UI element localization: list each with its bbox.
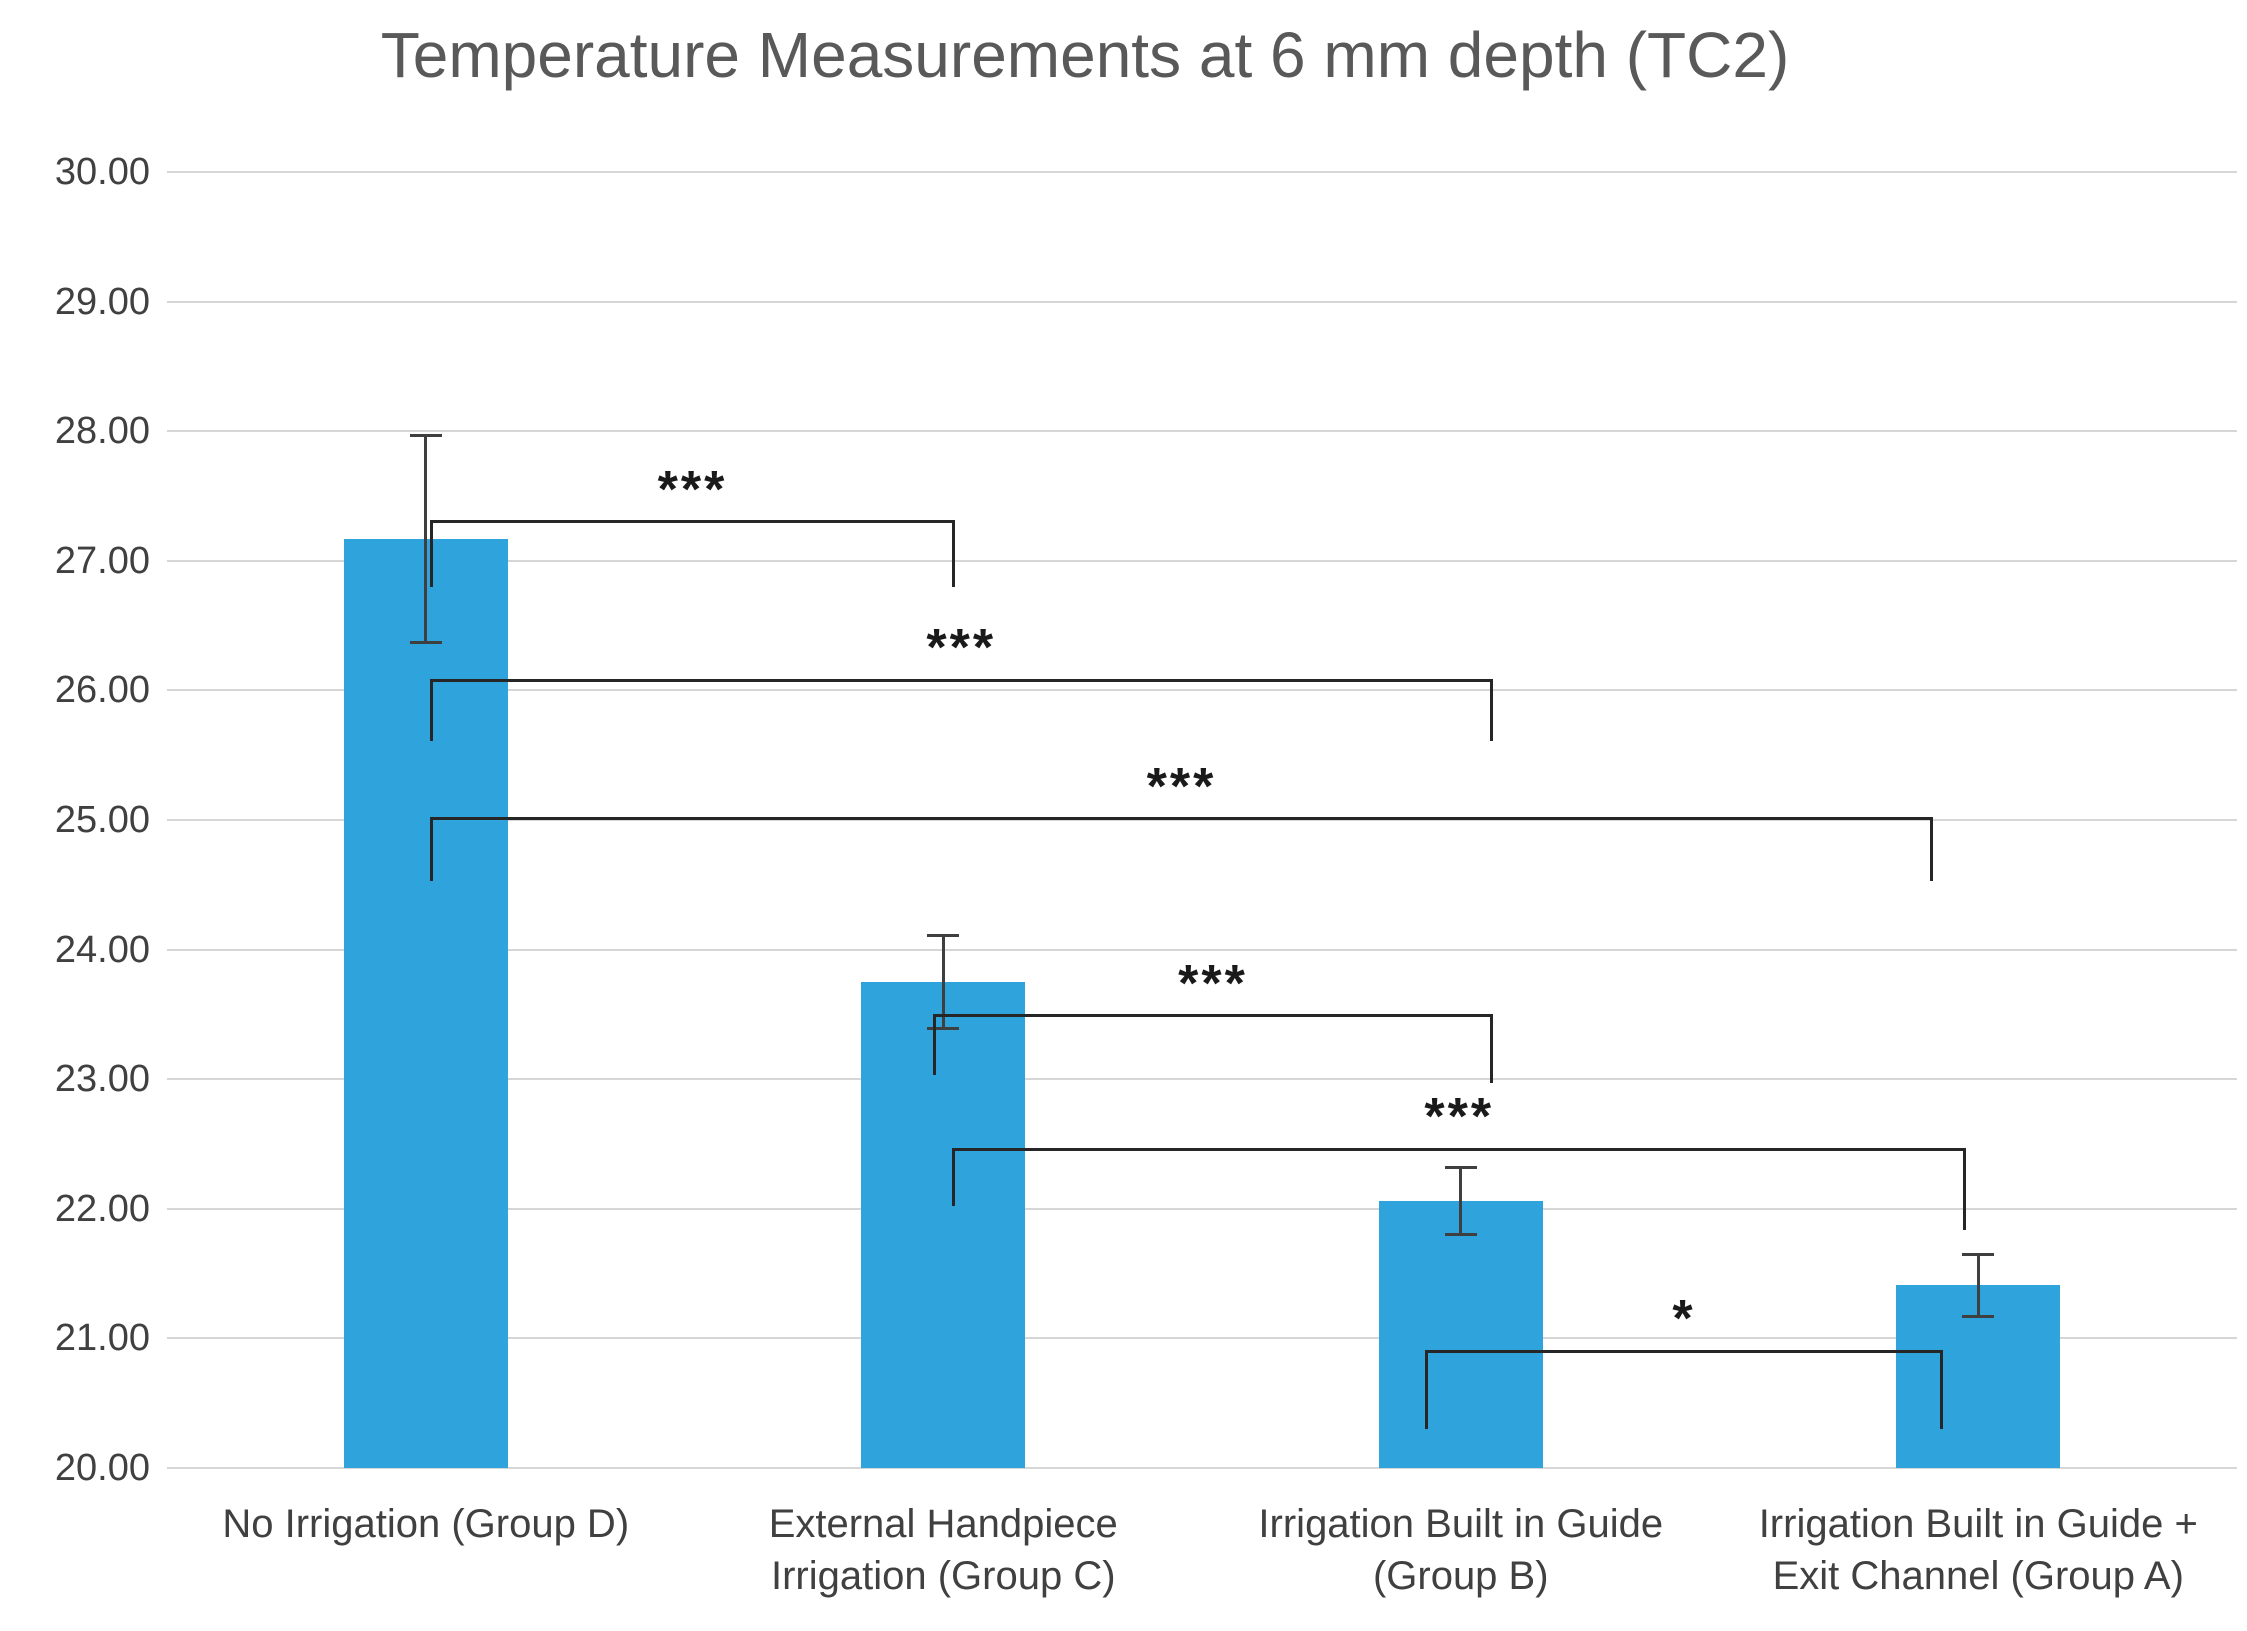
significance-label: *** (1424, 1088, 1495, 1147)
error-bar-line (1459, 1167, 1463, 1235)
error-bar-line (1976, 1254, 1980, 1317)
significance-bracket-line (429, 520, 956, 524)
chart-title: Temperature Measurements at 6 mm depth (… (380, 19, 1790, 91)
error-bar-cap-bottom (927, 1027, 960, 1031)
gridline (167, 430, 2237, 433)
significance-bracket-tick-right (952, 521, 956, 587)
significance-bracket-line (952, 1147, 1967, 1151)
significance-bracket-line (1424, 1349, 1944, 1353)
significance-label: *** (657, 460, 728, 519)
error-bar-cap-top (1962, 1252, 1995, 1256)
y-axis-tick-label: 21.00 (54, 1317, 150, 1360)
significance-label: *** (926, 619, 997, 678)
significance-bracket-tick-left (429, 521, 433, 587)
y-axis-tick-label: 29.00 (54, 280, 150, 323)
y-axis-tick-label: 24.00 (54, 928, 150, 971)
error-bar-cap-top (1444, 1165, 1477, 1169)
error-bar-cap-bottom (1444, 1233, 1477, 1237)
significance-label: *** (1146, 757, 1217, 816)
gridline (167, 948, 2237, 951)
y-axis-tick-label: 25.00 (54, 799, 150, 841)
significance-bracket-line (933, 1014, 1493, 1018)
y-axis-tick-label: 30.00 (54, 151, 150, 193)
x-axis-category-label: Irrigation Built in Guide (Group B) (1258, 1502, 1664, 1598)
y-axis-tick-label: 23.00 (54, 1058, 150, 1101)
significance-bracket-tick-left (933, 1015, 937, 1076)
bar (861, 982, 1026, 1468)
x-axis-category-label: External Handpiece Irrigation (Group C) (768, 1502, 1118, 1598)
y-axis-tick-label: 28.00 (54, 410, 150, 453)
significance-label: *** (1178, 954, 1248, 1013)
significance-label: * (1672, 1290, 1696, 1349)
significance-bracket-line (429, 678, 1493, 682)
significance-bracket-tick-left (952, 1149, 956, 1207)
gridline (167, 1467, 2237, 1469)
gridline (167, 559, 2237, 562)
bar (1378, 1201, 1543, 1468)
significance-bracket-tick-left (429, 818, 433, 881)
significance-bracket-tick-right (1489, 1015, 1493, 1084)
x-axis-category-label: No Irrigation (Group D) (222, 1502, 630, 1546)
error-bar-cap-top (409, 433, 442, 437)
bar (343, 538, 508, 1468)
significance-bracket-line (429, 817, 1934, 821)
error-bar-cap-bottom (409, 640, 442, 644)
significance-bracket-tick-left (1424, 1351, 1428, 1430)
x-axis-category-label: Irrigation Built in Guide + Exit Channel… (1758, 1502, 2198, 1598)
gridline (167, 171, 2237, 173)
significance-bracket-tick-right (1489, 680, 1493, 741)
gridline (167, 1337, 2237, 1340)
gridline (167, 689, 2237, 692)
y-axis-tick-label: 22.00 (54, 1187, 150, 1230)
gridline (167, 1207, 2237, 1210)
gridline (167, 1078, 2237, 1081)
error-bar-line (424, 435, 428, 643)
significance-bracket-tick-right (1963, 1149, 1967, 1230)
y-axis-tick-label: 20.00 (54, 1447, 150, 1489)
significance-bracket-tick-left (429, 680, 433, 741)
error-bar-cap-bottom (1962, 1314, 1995, 1318)
gridline (167, 300, 2237, 303)
y-axis-tick-label: 27.00 (54, 539, 150, 582)
error-bar-line (941, 935, 945, 1029)
significance-bracket-tick-right (1940, 1351, 1944, 1430)
significance-bracket-tick-right (1930, 818, 1934, 881)
y-axis-tick-label: 26.00 (54, 669, 150, 712)
error-bar-cap-top (927, 933, 960, 937)
